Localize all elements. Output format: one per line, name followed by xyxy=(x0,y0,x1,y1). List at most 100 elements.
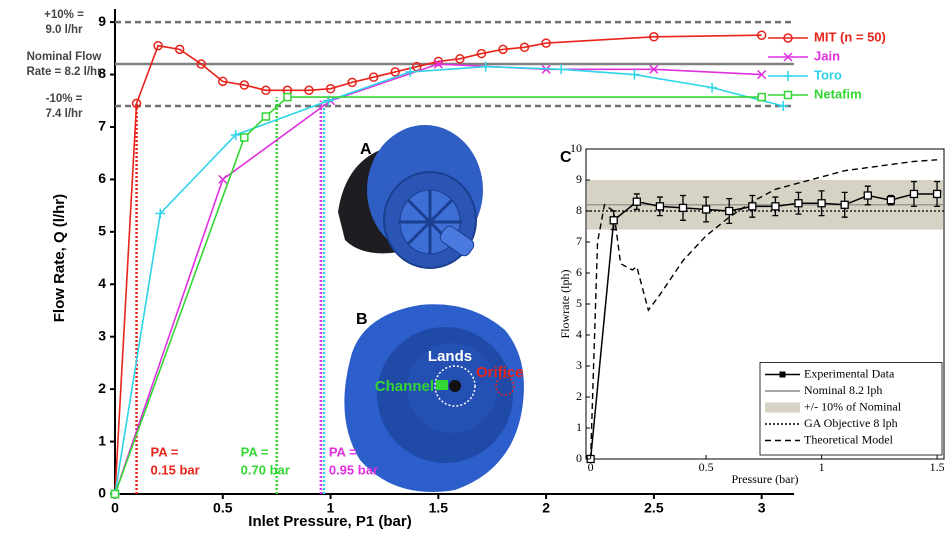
pressure-label: PA = xyxy=(241,444,269,459)
data-point xyxy=(771,202,780,211)
data-point xyxy=(655,202,665,211)
pressure-label: 0.95 bar xyxy=(329,462,378,477)
y-tick-label: 2 xyxy=(576,389,582,403)
x-tick-label: 3 xyxy=(758,500,766,516)
y-tick-label: 7 xyxy=(98,118,106,134)
marker xyxy=(240,133,249,142)
data-point xyxy=(748,202,757,211)
x-axis-title: Inlet Pressure, P1 (bar) xyxy=(248,513,411,530)
marker xyxy=(757,70,767,80)
y-tick-label: 0 xyxy=(98,485,106,501)
data-point xyxy=(701,205,711,214)
x-tick-label: 2.5 xyxy=(644,500,664,516)
marker xyxy=(153,40,163,51)
series-line xyxy=(114,34,762,495)
reference-label: Nominal Flow xyxy=(27,51,102,63)
legend-label: Jain xyxy=(814,48,840,63)
x-tick-label: 0.5 xyxy=(699,460,714,474)
reference-label: -10% = xyxy=(46,93,83,105)
marker xyxy=(283,92,292,102)
marker xyxy=(756,30,767,40)
legend-label: Experimental Data xyxy=(804,366,895,380)
y-tick-label: 10 xyxy=(570,141,582,155)
marker xyxy=(239,80,250,90)
legend-box xyxy=(759,362,943,456)
legend-label: Netafim xyxy=(814,86,862,101)
marker xyxy=(649,32,659,42)
legend-label: Toro xyxy=(814,67,842,82)
y-tick-label: 4 xyxy=(576,327,582,341)
marker xyxy=(325,83,336,94)
marker xyxy=(405,66,416,77)
y-tick-label: 7 xyxy=(576,234,582,248)
marker xyxy=(757,92,766,102)
marker xyxy=(110,489,120,499)
marker xyxy=(629,69,640,80)
marker xyxy=(155,208,166,219)
y-tick-label: 8 xyxy=(98,65,106,81)
marker xyxy=(455,54,465,64)
x-tick-label: 1 xyxy=(819,460,825,474)
marker xyxy=(218,174,228,184)
y-tick-label: 6 xyxy=(576,265,582,279)
marker xyxy=(498,44,508,55)
y-tick-label: 9 xyxy=(98,13,106,29)
x-tick-label: 0.5 xyxy=(213,500,233,516)
model-line xyxy=(589,159,938,460)
chart-flowrate: 0 1 2 3 4 5 6 7 8 9 10 0 0.5 1 1.5 Pressure (bar) Flowra… xyxy=(558,141,945,486)
panel-label: C xyxy=(560,149,572,166)
marker xyxy=(783,52,793,62)
marker xyxy=(390,67,400,77)
marker xyxy=(433,59,443,69)
reference-label: Rate = 8.2 l/hr xyxy=(26,66,102,78)
reference-label: 9.0 l/hr xyxy=(45,24,83,36)
data-line xyxy=(589,193,938,460)
y-tick-label: 1 xyxy=(576,420,582,434)
x-tick-label: 1.5 xyxy=(930,460,945,474)
data-point xyxy=(725,206,734,216)
legend-label: Nominal 8.2 lph xyxy=(804,383,882,397)
photo-label: Lands xyxy=(428,348,472,365)
marker xyxy=(261,85,271,96)
legend-label: MIT (n = 50) xyxy=(814,29,886,44)
marker xyxy=(131,98,142,109)
marker xyxy=(783,71,793,81)
x-tick-label: 2 xyxy=(542,500,550,516)
y-tick-label: 8 xyxy=(576,203,582,217)
reference-label: 7.4 l/hr xyxy=(45,108,83,120)
marker xyxy=(556,64,567,75)
pressure-label: 0.70 bar xyxy=(241,462,290,477)
y-tick-label: 1 xyxy=(98,432,106,448)
marker xyxy=(519,42,530,53)
x-tick-label: 1.5 xyxy=(429,500,449,516)
marker xyxy=(783,33,793,43)
data-point xyxy=(632,197,641,206)
data-point xyxy=(886,195,896,205)
legend-label: Theoretical Model xyxy=(804,432,894,446)
data-point xyxy=(678,203,688,213)
data-point xyxy=(794,199,803,208)
photo-b xyxy=(344,304,524,492)
marker xyxy=(783,90,793,100)
x-tick-label: 1 xyxy=(327,500,335,516)
y-tick-label: 4 xyxy=(98,275,106,291)
series-line xyxy=(114,65,784,495)
x-axis-title: Pressure (bar) xyxy=(732,472,799,486)
data-point xyxy=(909,189,919,199)
marker xyxy=(778,101,789,111)
reference-label: +10% = xyxy=(44,9,84,21)
marker xyxy=(218,76,228,87)
data-point xyxy=(609,216,618,225)
pressure-label: PA = xyxy=(329,444,357,459)
photo-label: Orifice xyxy=(476,364,524,381)
data-point xyxy=(863,191,872,200)
legend-label: GA Objective 8 lph xyxy=(804,416,898,430)
panel-label: B xyxy=(356,311,368,328)
y-axis-title: Flow Rate, Q (l/hr) xyxy=(51,194,68,322)
photo-label: Channel xyxy=(375,378,434,395)
y-tick-label: 6 xyxy=(98,170,106,186)
marker xyxy=(476,48,487,59)
y-tick-label: 2 xyxy=(98,380,106,396)
